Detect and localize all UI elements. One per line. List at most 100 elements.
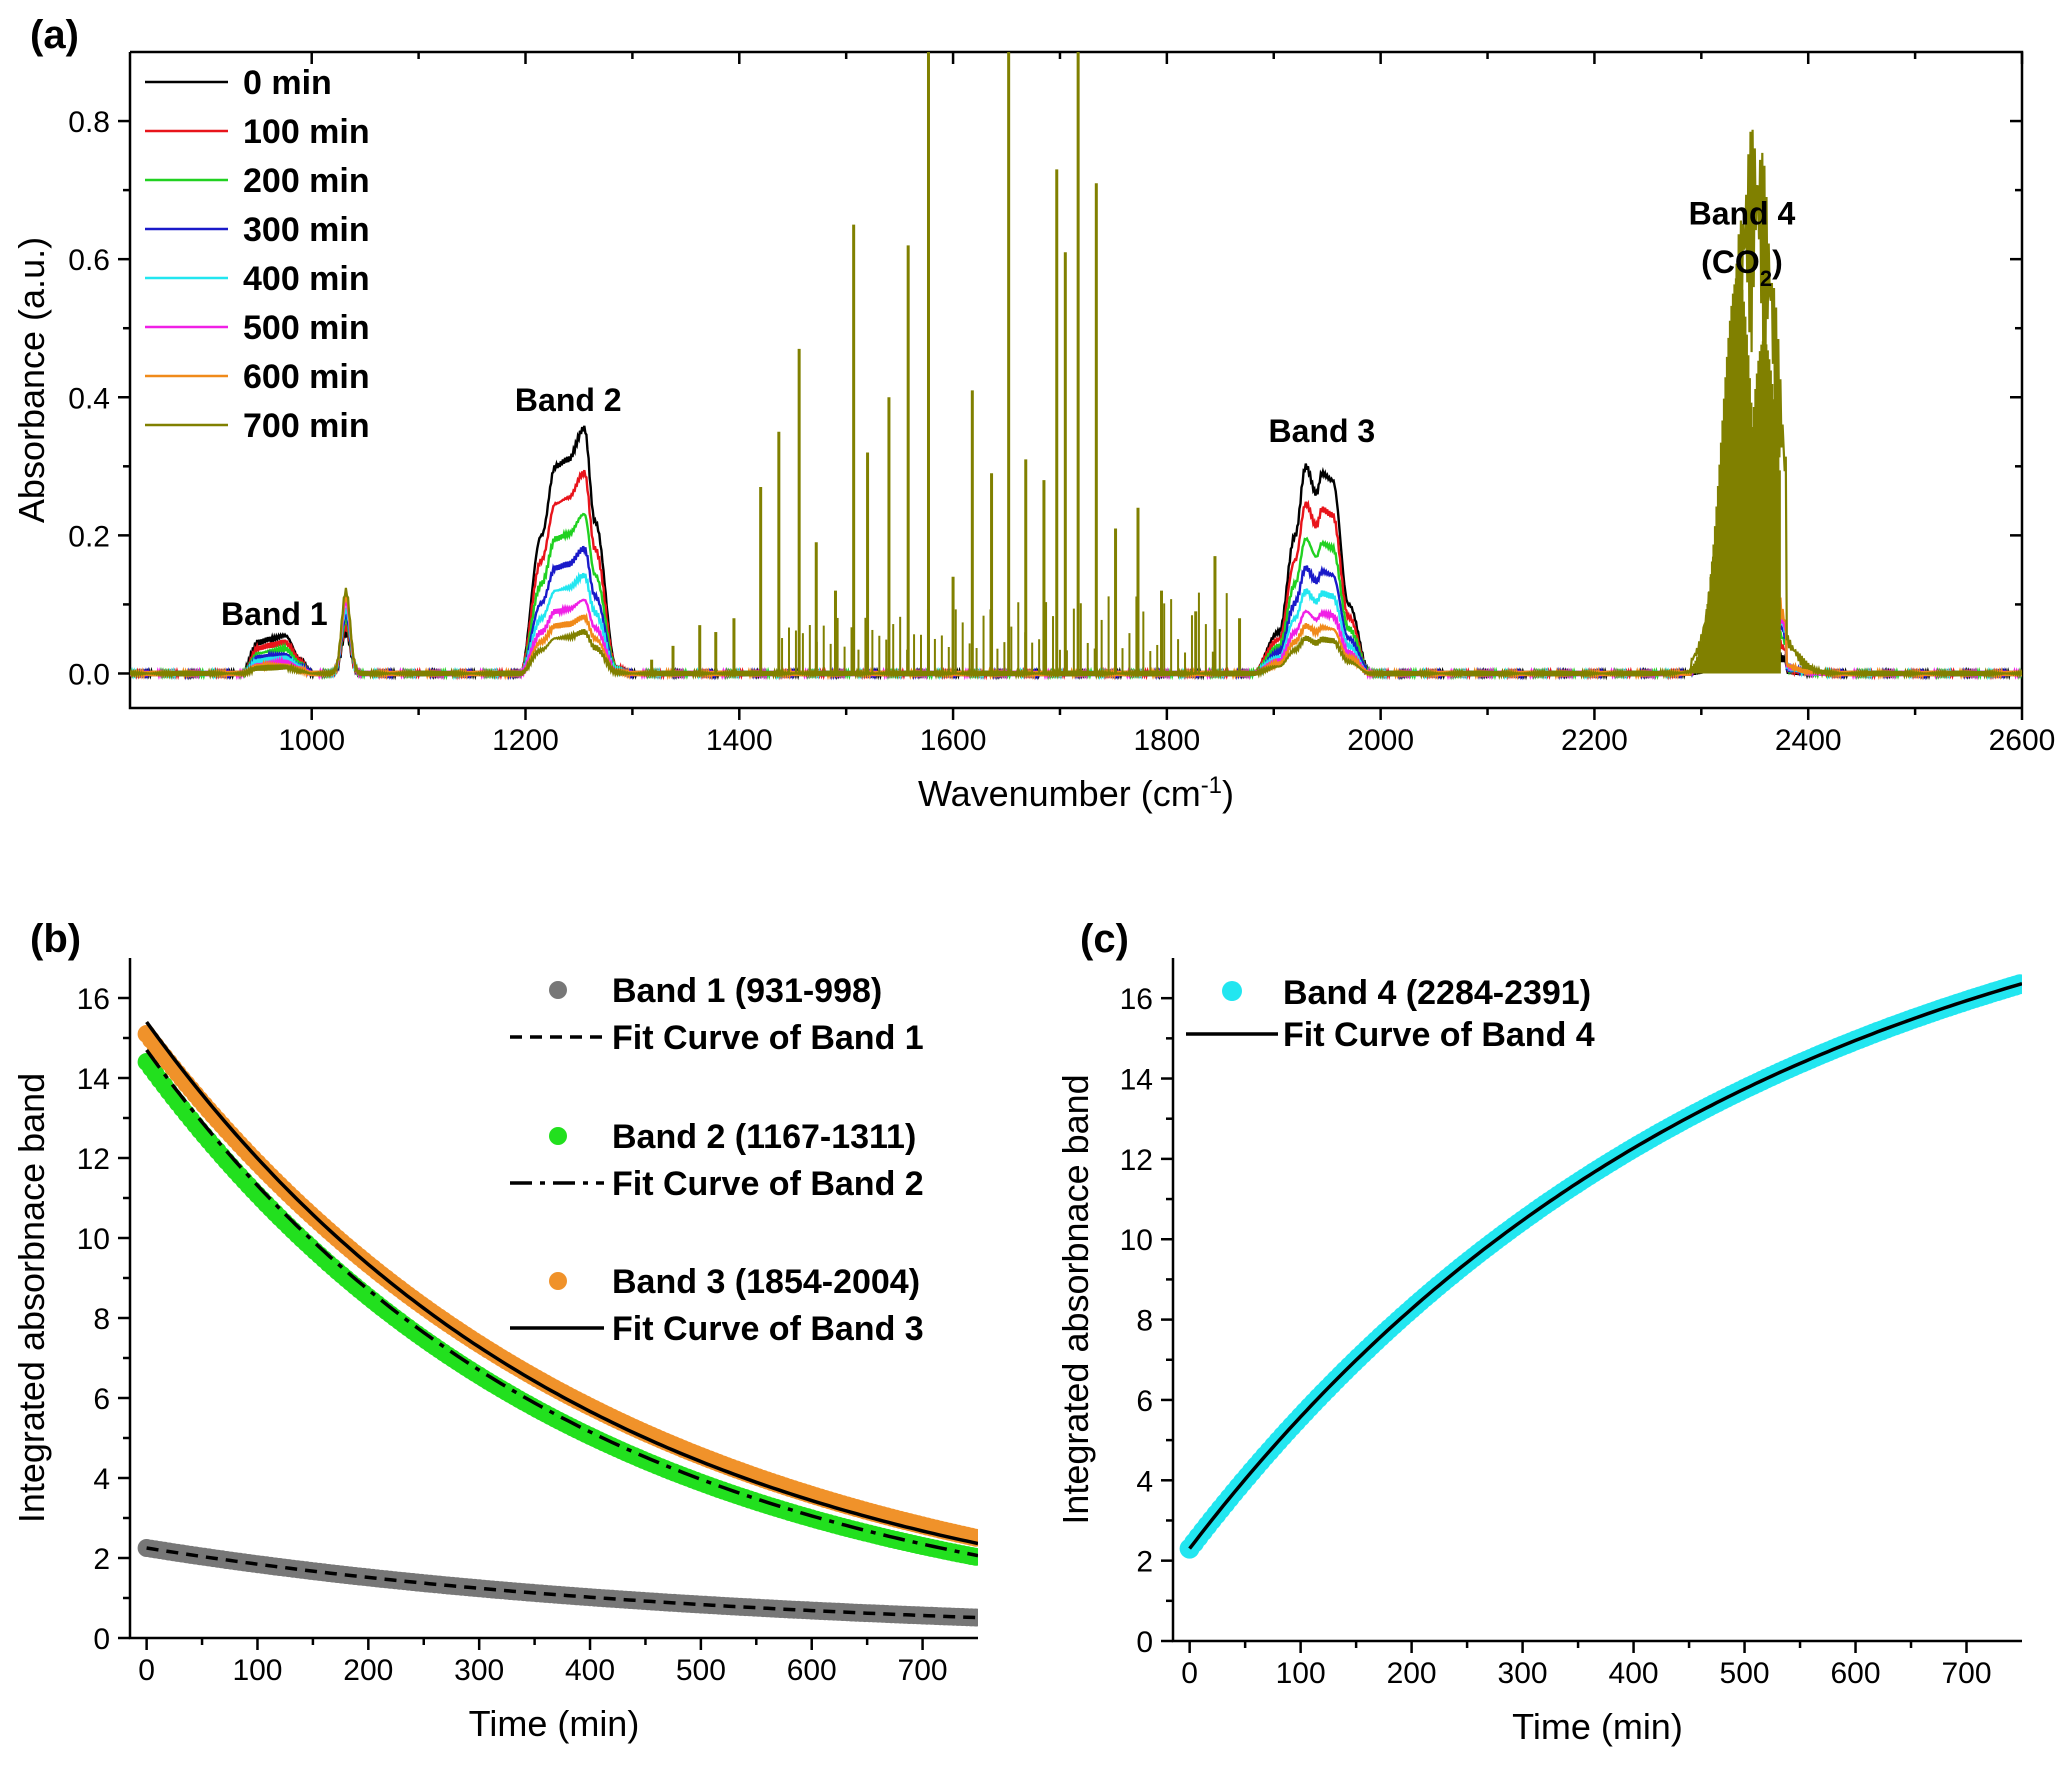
x-tick-label: 100	[1276, 1657, 1326, 1690]
legend-label: Band 4 (2284-2391)	[1283, 974, 1591, 1012]
panel-1: 0 100 200 300 400 500 600 700 0 2 4 6 8 10 12 14 16 (b) Ti…	[11, 917, 978, 1744]
band-annotation: Band 4	[1689, 196, 1796, 232]
x-tick-label: 1400	[706, 724, 773, 757]
legend-label: Band 1 (931-998)	[612, 972, 882, 1010]
legend-marker	[549, 1272, 567, 1290]
x-axis-title-main: Wavenumber (cm	[918, 773, 1201, 814]
legend-b: Band 1 (931-998) Fit Curve of Band 1 Band …	[510, 972, 924, 1348]
y-axis-title: Integrated absorbnace band	[11, 1073, 52, 1523]
x-tick-label: 300	[454, 1654, 504, 1687]
x-tick-label: 400	[565, 1654, 615, 1687]
band-annotation: (CO2)	[1701, 244, 1783, 291]
y-tick-label: 16	[77, 983, 110, 1016]
annotation-end: )	[1772, 244, 1783, 280]
x-tick-label: 200	[343, 1654, 393, 1687]
band-annotation: Band 1	[221, 596, 328, 632]
x-tick-label: 1000	[278, 724, 345, 757]
y-tick-label: 0.0	[68, 658, 110, 691]
panel-0: 1000 1200 1400 1600 1800 2000 2200 2400 2600 0.0 0…	[11, 13, 2055, 814]
plot-area-c	[1179, 974, 2022, 1559]
x-tick-label: 600	[1830, 1657, 1880, 1690]
x-tick-label: 700	[1941, 1657, 1991, 1690]
y-tick-label: 2	[93, 1543, 110, 1576]
x-tick-label: 500	[676, 1654, 726, 1687]
x-tick-label: 2400	[1775, 724, 1842, 757]
y-axis-title: Absorbance (a.u.)	[11, 237, 52, 523]
y-tick-label: 0	[1136, 1626, 1153, 1659]
legend-label: Band 2 (1167-1311)	[612, 1118, 916, 1156]
y-tick-label: 4	[93, 1463, 110, 1496]
x-tick-label: 2000	[1347, 724, 1414, 757]
x-tick-label: 1600	[920, 724, 987, 757]
annotation-main: (CO	[1701, 244, 1760, 280]
band-annotation: Band 2	[515, 382, 622, 418]
x-tick-label: 100	[232, 1654, 282, 1687]
legend-label: Fit Curve of Band 1	[612, 1019, 924, 1057]
fit-curve	[145, 1048, 978, 1558]
legend-label: Band 3 (1854-2004)	[612, 1263, 920, 1301]
plot-area-b	[137, 1020, 978, 1627]
y-tick-label: 6	[1136, 1385, 1153, 1418]
y-tick-label: 0.2	[68, 520, 110, 553]
axes-frame	[1171, 958, 2022, 1643]
legend-marker	[549, 981, 567, 999]
x-axis-title: Wavenumber (cm-1)	[918, 772, 1234, 815]
y-tick-label: 8	[93, 1303, 110, 1336]
annotation-sub: 2	[1760, 265, 1772, 290]
x-tick-label: 1200	[492, 724, 559, 757]
x-axis-title-sup: -1	[1201, 772, 1222, 799]
fit-curve	[146, 1546, 978, 1620]
x-axis-title: Time (min)	[469, 1703, 640, 1744]
legend-a: 0 min 100 min 200 min 300 min 400 min 500 min…	[145, 64, 370, 445]
y-tick-label: 16	[1120, 983, 1153, 1016]
legend-label: 500 min	[243, 309, 370, 347]
x-tick-label: 0	[1181, 1657, 1198, 1690]
legend-label: 200 min	[243, 162, 370, 200]
x-tick-label: 2200	[1561, 724, 1628, 757]
x-tick-label: 400	[1609, 1657, 1659, 1690]
legend-c: Band 4 (2284-2391) Fit Curve of Band 4	[1186, 974, 1595, 1054]
y-tick-label: 12	[77, 1143, 110, 1176]
x-axis-title-end: )	[1222, 773, 1234, 814]
axes-frame	[128, 52, 2022, 710]
legend-label: 700 min	[243, 407, 370, 445]
y-tick-label: 0	[93, 1623, 110, 1656]
x-tick-label: 300	[1498, 1657, 1548, 1690]
band-annotation: Band 3	[1269, 413, 1376, 449]
legend-marker	[549, 1127, 567, 1145]
y-tick-label: 6	[93, 1383, 110, 1416]
legend-marker	[1222, 981, 1242, 1001]
legend-label: Fit Curve of Band 3	[612, 1310, 924, 1348]
y-tick-label: 14	[1120, 1064, 1153, 1097]
x-tick-label: 0	[138, 1654, 155, 1687]
y-tick-label: 0.8	[68, 106, 110, 139]
legend-label: 100 min	[243, 113, 370, 151]
legend-label: 300 min	[243, 211, 370, 249]
y-axis-title: Integrated absorbnace band	[1055, 1074, 1096, 1524]
legend-label: Fit Curve of Band 2	[612, 1165, 924, 1203]
y-tick-label: 4	[1136, 1465, 1153, 1498]
x-tick-label: 200	[1387, 1657, 1437, 1690]
plot-area-a	[130, 52, 2022, 681]
x-tick-label: 2600	[1989, 724, 2056, 757]
y-tick-label: 10	[77, 1223, 110, 1256]
y-tick-label: 14	[77, 1063, 110, 1096]
legend-label: Fit Curve of Band 4	[1283, 1016, 1595, 1054]
y-tick-label: 10	[1120, 1224, 1153, 1257]
panel-letter: (a)	[30, 13, 79, 57]
panel-2: 0 100 200 300 400 500 600 700 0 2 4 6 8 10 12 14 16 (c) Ti…	[1055, 917, 2022, 1747]
legend-label: 600 min	[243, 358, 370, 396]
y-tick-label: 0.4	[68, 382, 110, 415]
legend-label: 0 min	[243, 64, 332, 102]
fit-curve	[1188, 982, 2022, 1550]
y-tick-label: 12	[1120, 1144, 1153, 1177]
x-tick-label: 1800	[1133, 724, 1200, 757]
x-tick-label: 500	[1720, 1657, 1770, 1690]
y-tick-label: 2	[1136, 1546, 1153, 1579]
legend-label: 400 min	[243, 260, 370, 298]
panel-letter: (c)	[1080, 917, 1129, 961]
x-axis-title: Time (min)	[1512, 1706, 1683, 1747]
fit-curve	[145, 1020, 978, 1546]
y-tick-label: 8	[1136, 1305, 1153, 1338]
